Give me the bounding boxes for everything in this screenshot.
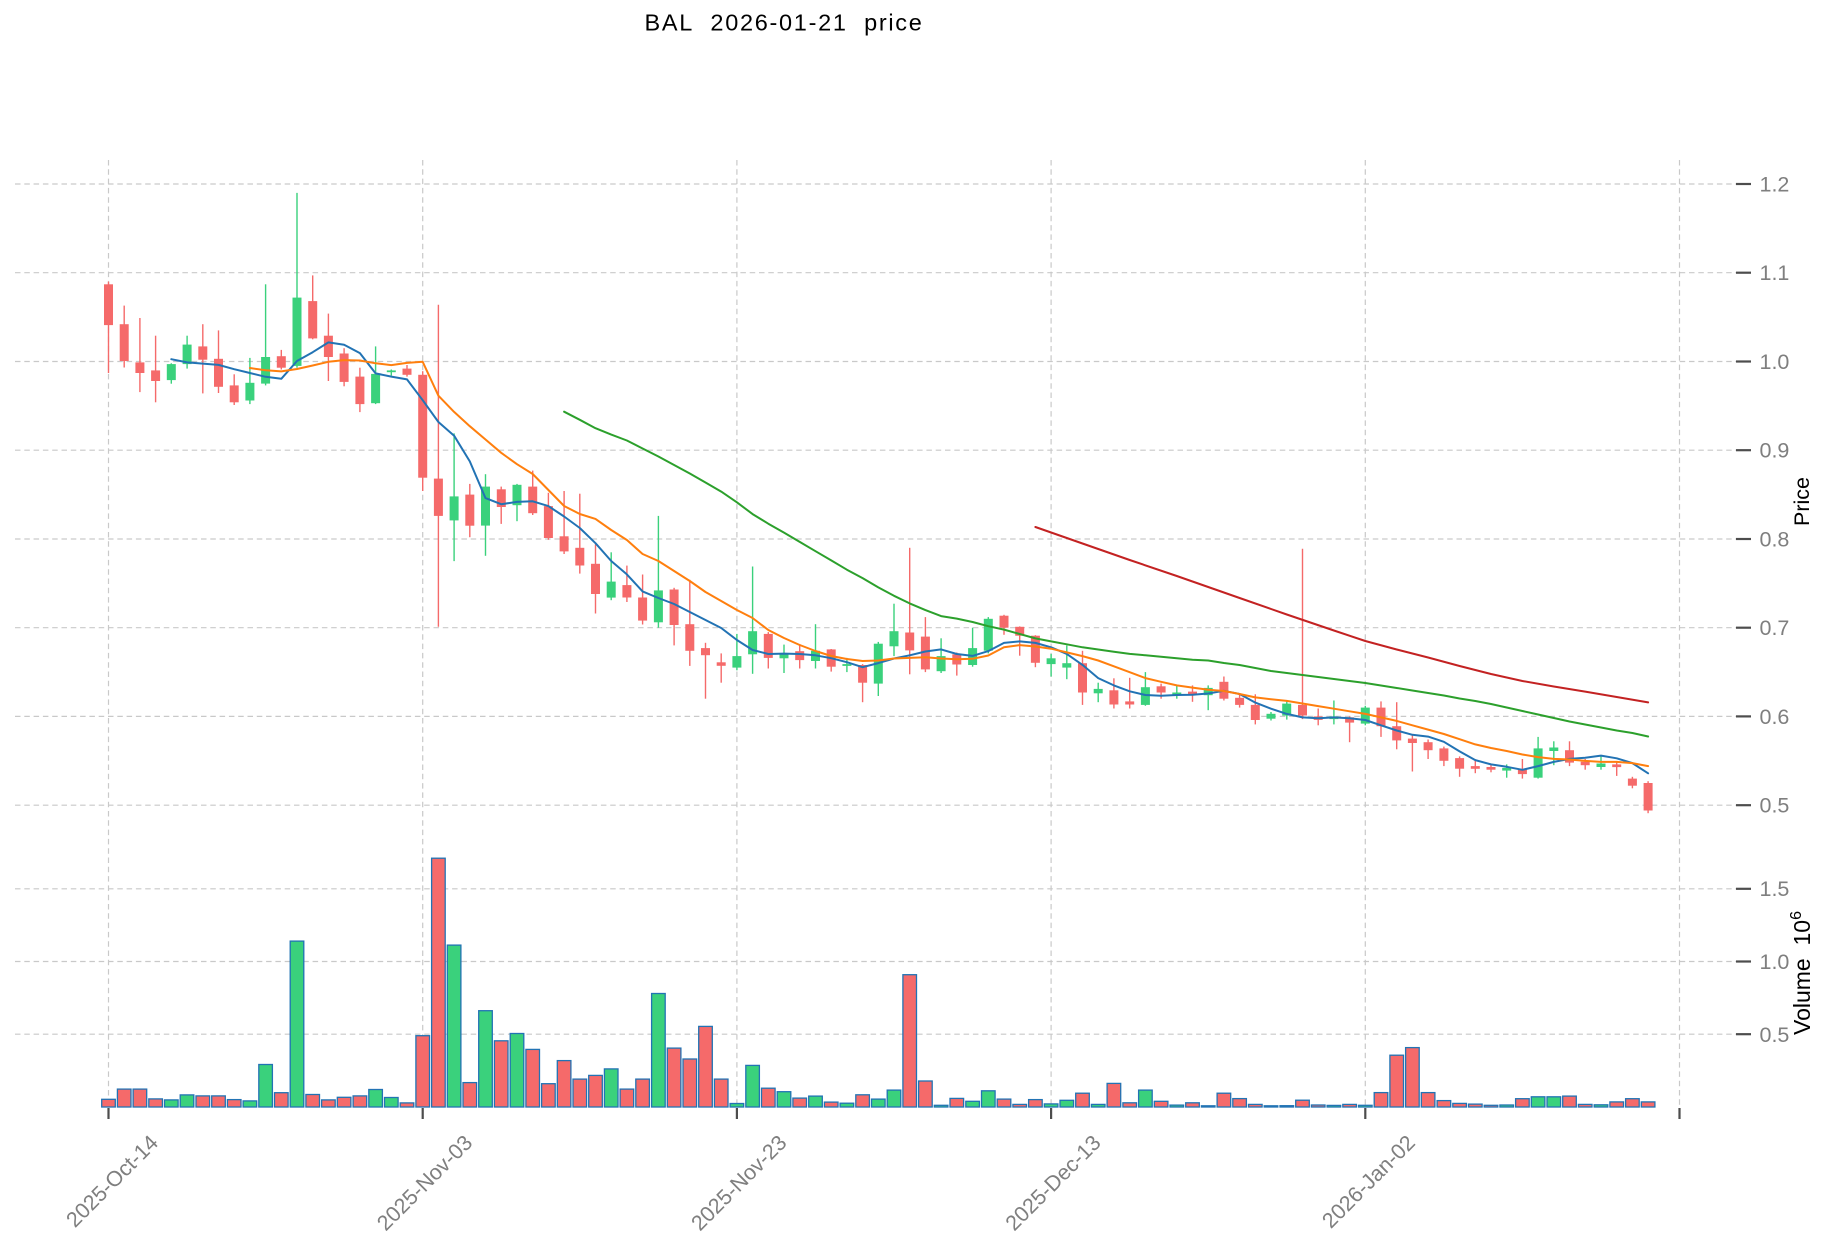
svg-text:Volume 106: Volume 106 [1788, 911, 1815, 1035]
svg-text:0.8: 0.8 [1760, 528, 1790, 552]
svg-text:0.6: 0.6 [1760, 705, 1790, 729]
svg-text:0.9: 0.9 [1760, 439, 1790, 463]
svg-text:0.5: 0.5 [1760, 1023, 1790, 1047]
svg-text:1.1: 1.1 [1760, 261, 1790, 285]
svg-text:1.0: 1.0 [1760, 950, 1790, 974]
svg-text:Price: Price [1790, 477, 1814, 526]
svg-text:1.5: 1.5 [1760, 877, 1790, 901]
svg-text:1.2: 1.2 [1760, 173, 1790, 197]
svg-text:1.0: 1.0 [1760, 350, 1790, 374]
svg-text:0.5: 0.5 [1760, 794, 1790, 818]
svg-text:BAL 2026-01-21 price: BAL 2026-01-21 price [644, 10, 923, 36]
svg-text:0.7: 0.7 [1760, 616, 1790, 640]
